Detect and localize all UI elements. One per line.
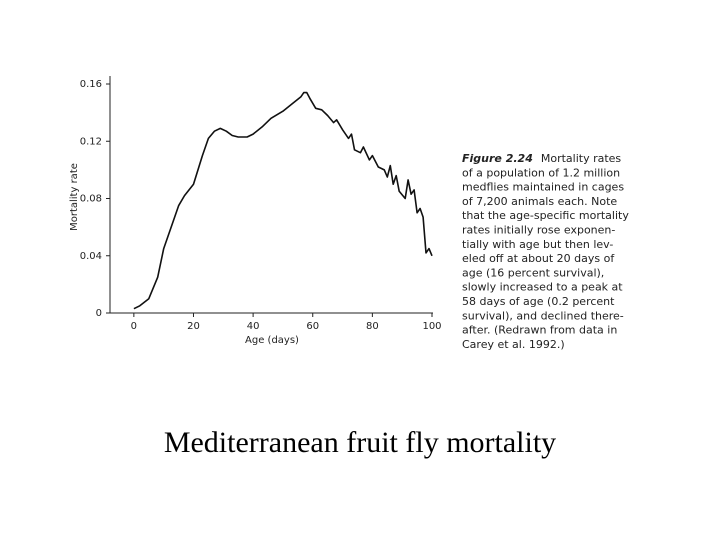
x-tick-label: 80 (366, 321, 379, 332)
caption-line: age (16 percent survival), (462, 266, 604, 279)
caption-line: eled off at about 20 days of (462, 252, 615, 265)
x-tick-label: 20 (187, 321, 200, 332)
caption-line: Carey et al. 1992.) (462, 338, 565, 351)
caption-line: 58 days of age (0.2 percent (462, 295, 615, 308)
caption-label: Figure 2.24 (462, 152, 533, 165)
slide-title: Mediterranean fruit fly mortality (164, 426, 556, 459)
caption: Figure 2.24 Mortality rates of a populatio… (462, 152, 629, 351)
y-tick-label: 0.08 (80, 194, 102, 205)
caption-line: after. (Redrawn from data in (462, 324, 617, 337)
x-tick-label: 60 (306, 321, 319, 332)
caption-line: slowly increased to a peak at (462, 281, 623, 294)
y-tick-label: 0.12 (80, 136, 102, 147)
caption-line: of 7,200 animals each. Note (462, 195, 617, 208)
x-tick-label: 100 (422, 321, 441, 332)
data-line (133, 91, 433, 310)
caption-line: rates initially rose exponen- (462, 224, 615, 237)
caption-text: Mortality rates (541, 152, 622, 165)
caption-line: survival), and declined there- (462, 309, 624, 322)
caption-line: medflies maintained in cages (462, 181, 624, 194)
y-tick-label: 0 (96, 308, 102, 319)
y-axis-label: Mortality rate (69, 163, 80, 231)
x-tick-label: 0 (131, 321, 137, 332)
caption-line: that the age-specific mortality (462, 209, 629, 222)
x-tick-label: 40 (247, 321, 260, 332)
y-tick-label: 0.04 (80, 251, 102, 262)
caption-line: tially with age but then lev- (462, 238, 613, 251)
caption-line: of a population of 1.2 million (462, 166, 620, 179)
y-tick-label: 0.16 (80, 79, 102, 90)
x-axis-label: Age (days) (245, 335, 299, 346)
